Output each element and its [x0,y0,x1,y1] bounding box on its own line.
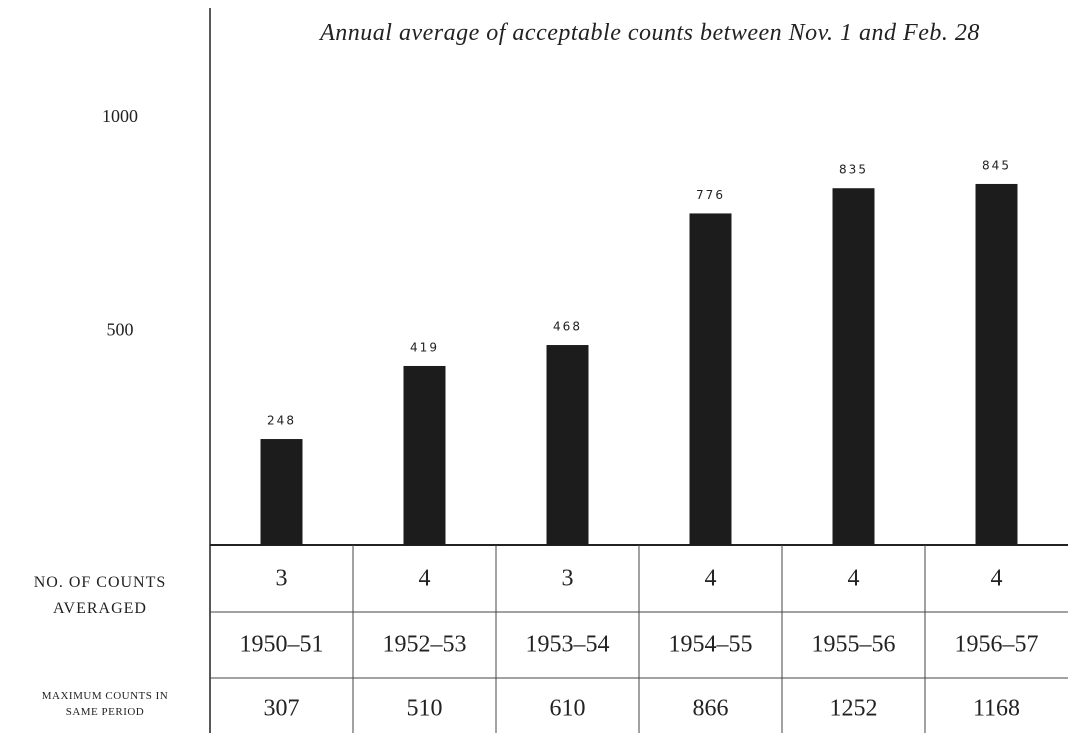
value-label: 248 [267,414,296,428]
table-cell: 4 [419,566,431,592]
chart-title: Annual average of acceptable counts betw… [320,20,980,46]
x-tick-label: 1955–56 [812,632,896,658]
value-label: 468 [553,320,582,334]
x-tick-label: 1953–54 [526,632,610,658]
value-label: 776 [696,188,725,202]
x-tick-label: 1956–57 [955,632,1039,658]
table-cell: 4 [705,566,717,592]
y-tick-label: 500 [107,319,134,339]
table-cell: 4 [991,566,1003,592]
x-tick-label: 1954–55 [669,632,753,658]
table-cell: 510 [407,696,443,722]
bar [546,345,589,545]
value-label: 419 [410,340,439,354]
bar [260,439,303,545]
table-cell: 1168 [973,696,1020,722]
value-label: 835 [839,163,868,177]
table-cell: 610 [550,696,586,722]
value-label: 845 [982,158,1011,172]
x-tick-label: 1950–51 [240,632,324,658]
row-label: MAXIMUM COUNTS IN SAME PERIOD [41,690,169,718]
table-cell: 1252 [830,696,878,722]
table-cell: 3 [562,566,574,592]
row-label: NO. OF COUNTS AVERAGED [33,574,167,617]
bar [975,183,1018,546]
bar [403,365,446,545]
bar [689,213,732,545]
table-cell: 3 [276,566,288,592]
bar [832,188,875,545]
y-tick-label: 1000 [102,106,138,126]
table-cell: 4 [848,566,860,592]
table-cell: 866 [693,696,729,722]
x-tick-label: 1952–53 [383,632,467,658]
table-cell: 307 [264,696,300,722]
